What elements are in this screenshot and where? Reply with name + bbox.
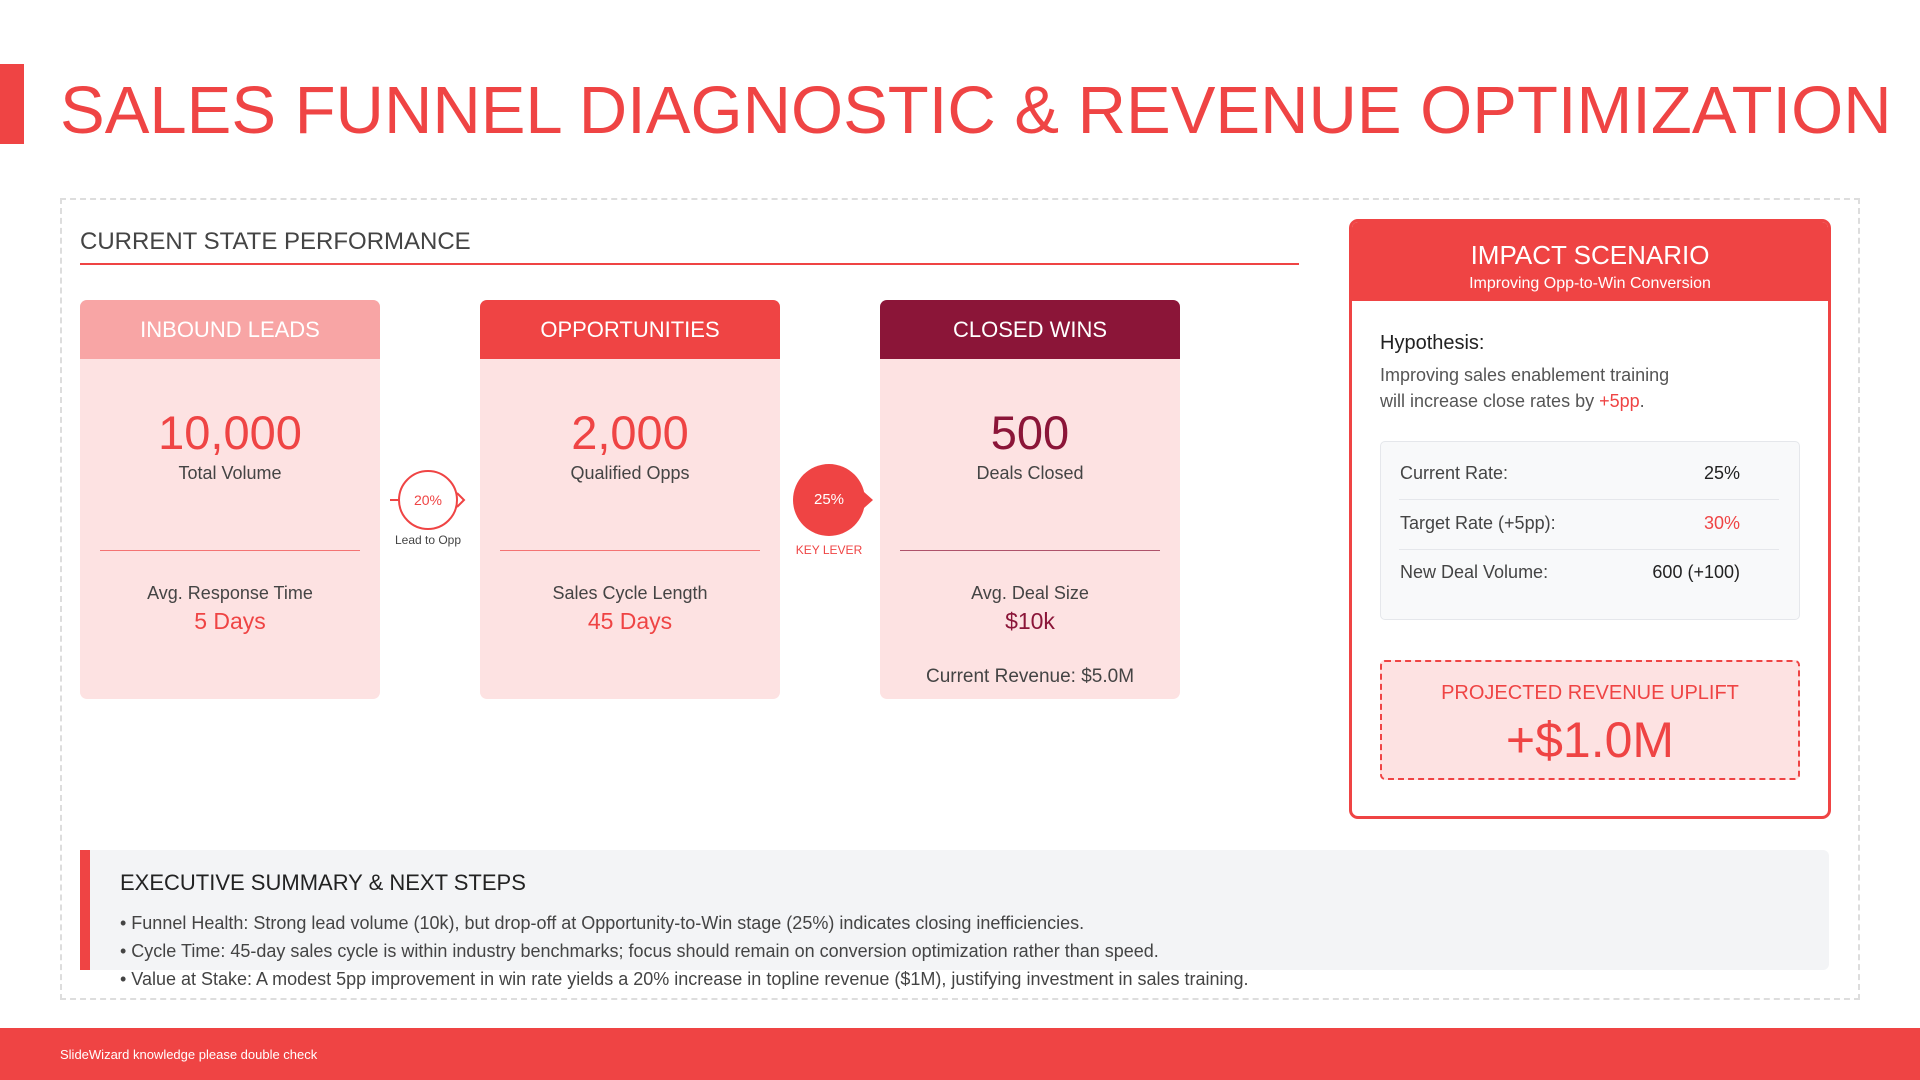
- row-label: Target Rate (+5pp):: [1400, 513, 1556, 533]
- conversion-label: Lead to Opp: [394, 533, 462, 547]
- footer-text: SlideWizard knowledge please double chec…: [60, 1047, 318, 1062]
- revenue-note: Current Revenue: $5.0M: [925, 666, 1135, 687]
- impact-header: [1352, 222, 1828, 301]
- row-value: 25%: [1703, 463, 1740, 483]
- row-rule: [1399, 499, 1779, 500]
- uplift-label: PROJECTED REVENUE UPLIFT: [1441, 682, 1739, 704]
- stage-label: Total Volume: [178, 463, 282, 483]
- divider: [900, 550, 1160, 551]
- section-rule: [80, 263, 1299, 265]
- stage-value: 500: [990, 406, 1070, 459]
- summary-bullet: • Funnel Health: Strong lead volume (10k…: [120, 913, 1085, 933]
- hypothesis: Improving sales enablement training will…: [1380, 362, 1690, 414]
- section-title: CURRENT STATE PERFORMANCE: [80, 228, 471, 255]
- stage-value: 10,000: [158, 406, 302, 459]
- stage-value: 2,000: [571, 406, 689, 459]
- summary-box: [80, 850, 1829, 970]
- conversion-circle: [793, 464, 865, 536]
- uplift-box: [1380, 660, 1800, 780]
- hypothesis-text: Improving sales enablement training will…: [1380, 365, 1670, 411]
- metric-value: 5 Days: [194, 608, 266, 634]
- summary-bullet: • Cycle Time: 45-day sales cycle is with…: [120, 941, 1159, 961]
- rate-row: Current Rate: 25%: [1400, 463, 1780, 484]
- hypothesis-highlight: +5pp: [1599, 391, 1640, 411]
- metric-value: $10k: [1005, 608, 1055, 634]
- rates-box: [1380, 441, 1800, 620]
- row-label: New Deal Volume:: [1400, 562, 1549, 582]
- conversion-label: KEY LEVER: [795, 543, 863, 557]
- hypothesis-label: Hypothesis:: [1380, 332, 1485, 354]
- summary-bullet: • Value at Stake: A modest 5pp improveme…: [120, 969, 1249, 989]
- hypothesis-end: .: [1639, 391, 1645, 411]
- stage-title: INBOUND LEADS: [80, 300, 380, 359]
- row-rule: [1399, 549, 1779, 550]
- stage-title: OPPORTUNITIES: [480, 300, 780, 359]
- impact-subtitle: Improving Opp-to-Win Conversion: [1469, 275, 1711, 292]
- summary-title: EXECUTIVE SUMMARY & NEXT STEPS: [120, 870, 526, 895]
- metric-label: Sales Cycle Length: [552, 583, 708, 603]
- conversion-value: 25%: [813, 491, 845, 508]
- rate-row: New Deal Volume: 600 (+100): [1400, 562, 1780, 583]
- conversion-circle: [398, 470, 458, 530]
- impact-panel: [1349, 219, 1831, 819]
- accent-bar: [0, 64, 24, 144]
- divider: [100, 550, 360, 551]
- row-value: 30%: [1703, 513, 1740, 533]
- conversion-value: 20%: [413, 492, 443, 508]
- content-frame: [60, 198, 1860, 1000]
- divider: [500, 550, 760, 551]
- row-label: Current Rate:: [1400, 463, 1509, 483]
- stage-card: INBOUND LEADS: [80, 300, 380, 699]
- stage-label: Qualified Opps: [570, 463, 690, 483]
- metric-value: 45 Days: [587, 608, 673, 634]
- footer-bar: [0, 1028, 1920, 1080]
- chevron: [456, 492, 466, 508]
- uplift-value: +$1.0M: [1505, 712, 1675, 768]
- rate-row: Target Rate (+5pp): 30%: [1400, 513, 1780, 534]
- impact-title: IMPACT SCENARIO: [1470, 240, 1710, 270]
- row-value: 600 (+100): [1652, 562, 1740, 582]
- metric-label: Avg. Deal Size: [971, 583, 1089, 603]
- metric-label: Avg. Response Time: [147, 583, 313, 603]
- chevron: [864, 492, 873, 508]
- stage-card: CLOSED WINS: [880, 300, 1180, 699]
- title: SALES FUNNEL DIAGNOSTIC & REVENUE OPTIMI…: [60, 73, 1892, 148]
- stage-title: CLOSED WINS: [880, 300, 1180, 359]
- stage-label: Deals Closed: [976, 463, 1084, 483]
- connectors: [390, 464, 873, 536]
- stage-card: OPPORTUNITIES: [480, 300, 780, 699]
